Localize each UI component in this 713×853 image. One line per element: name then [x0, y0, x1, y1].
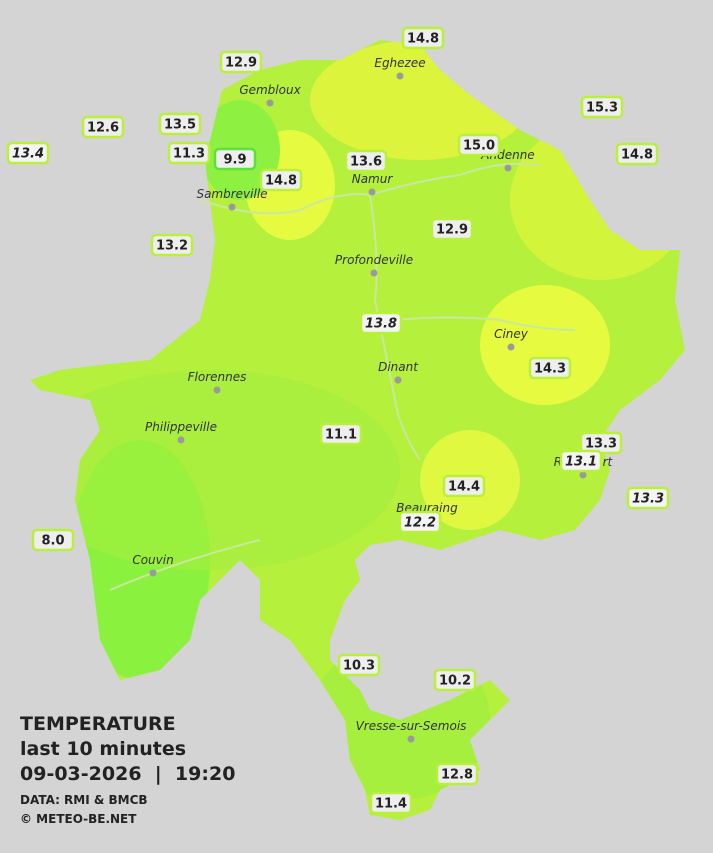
legend-copyright: © METEO-BE.NET: [20, 812, 137, 826]
legend-title: TEMPERATURE: [20, 713, 176, 735]
station-value: 13.8: [365, 317, 397, 332]
city-label: Philippeville: [145, 420, 217, 434]
station-value: 13.3: [585, 437, 617, 452]
station-value: 14.8: [407, 32, 439, 47]
station-value: 12.9: [225, 56, 257, 71]
city-dot: [177, 436, 185, 444]
city-label: Florennes: [188, 370, 247, 384]
rivers: [109, 162, 576, 591]
city-label: Vresse-sur-Semois: [356, 719, 467, 733]
station-value: 15.0: [463, 139, 495, 154]
station-value: 11.3: [173, 147, 205, 162]
city-label: Eghezee: [374, 56, 425, 70]
station-value: 13.5: [164, 118, 196, 133]
city-dot: [579, 471, 587, 479]
station-box: [81, 115, 125, 139]
station-box: [31, 528, 75, 552]
city-dot: [407, 735, 415, 743]
station-value: 14.4: [448, 480, 480, 495]
station-box: [319, 422, 363, 446]
station-value: 11.1: [325, 428, 357, 443]
station-box: [615, 142, 659, 166]
station-box: [219, 50, 263, 74]
station-box: [369, 791, 413, 815]
station-value: 11.4: [375, 797, 407, 812]
station-value: 13.4: [12, 147, 44, 162]
city-dot: [368, 188, 376, 196]
station-value: 12.9: [436, 223, 468, 238]
stations: 14.8 12.9 15.3 12.6 13.5 13.4 11.3 9.9 15.0 14.8 1…: [6, 26, 670, 815]
city-dot: [213, 386, 221, 394]
city-dot: [370, 269, 378, 277]
station-value: 9.9: [223, 153, 246, 168]
station-value: 13.6: [350, 155, 382, 170]
station-box: [167, 141, 211, 165]
city-dot: [149, 569, 157, 577]
station-box: [528, 356, 572, 380]
city-dot: [504, 164, 512, 172]
station-box: [435, 762, 479, 786]
city-label: Gembloux: [239, 83, 301, 97]
station-value: 10.2: [439, 674, 471, 689]
city-dot: [266, 99, 274, 107]
station-box: [150, 233, 194, 257]
station-box: [401, 26, 445, 50]
city-label: Ciney: [494, 327, 529, 341]
city-dot: [507, 343, 515, 351]
station-box: [457, 133, 501, 157]
station-value: 13.2: [156, 239, 188, 254]
station-value: 14.3: [534, 362, 566, 377]
city-label: Namur: [352, 172, 394, 186]
cities: EghezeeGemblouxAndenneNamurSambrevillePr…: [132, 56, 614, 743]
station-value: 15.3: [586, 101, 618, 116]
station-box: [259, 168, 303, 192]
city-dot: [228, 203, 236, 211]
station-value: 12.2: [404, 516, 436, 531]
legend-subtitle: last 10 minutes: [20, 738, 186, 760]
station-value: 13.3: [632, 492, 664, 507]
station-box: [433, 668, 477, 692]
station-box: [344, 149, 388, 173]
station-box: [359, 311, 403, 335]
station-box: [337, 653, 381, 677]
station-value: 12.8: [441, 768, 473, 783]
station-value: 14.8: [265, 174, 297, 189]
station-box: [6, 141, 50, 165]
station-box: [213, 147, 257, 171]
station-box: [626, 486, 670, 510]
station-box: [398, 510, 442, 534]
city-label: Couvin: [132, 553, 173, 567]
station-box: [430, 217, 474, 241]
station-box: [580, 95, 624, 119]
city-label: Dinant: [378, 360, 419, 374]
station-box: [442, 474, 486, 498]
city-dot: [396, 72, 404, 80]
station-box: [158, 112, 202, 136]
station-value: 14.8: [621, 148, 653, 163]
station-value: 12.6: [87, 121, 119, 136]
city-label: Sambreville: [196, 187, 267, 201]
legend-source: DATA: RMI & BMCB: [20, 793, 148, 807]
station-value: 10.3: [343, 659, 375, 674]
city-label: Profondeville: [335, 253, 413, 267]
legend-datetime: 09-03-2026 | 19:20: [20, 763, 235, 785]
station-value: 13.1: [565, 455, 597, 470]
station-box: [559, 449, 603, 473]
station-value: 8.0: [41, 534, 64, 549]
city-dot: [394, 376, 402, 384]
